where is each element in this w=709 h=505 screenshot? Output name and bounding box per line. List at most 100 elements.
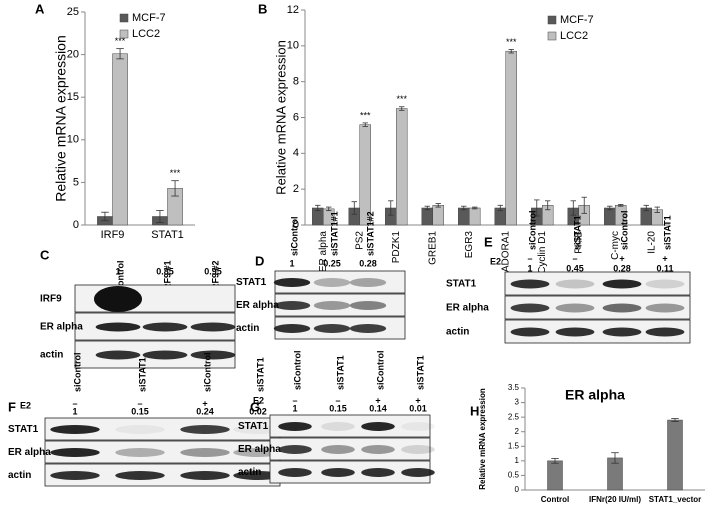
y-axis-label: Relative mRNA expression [478, 388, 487, 490]
row-label: ER alpha [238, 444, 281, 455]
lane-label: siControl [115, 261, 125, 301]
blot-band [645, 303, 685, 313]
ratio-label: 0.01 [409, 403, 427, 413]
error-bar [671, 418, 679, 422]
y-tick-label: 1.5 [508, 441, 520, 450]
significance-label: *** [506, 37, 517, 47]
ratio-label: 0.85 [156, 266, 174, 276]
y-tick-label: 25 [67, 6, 79, 18]
blot-band [361, 445, 395, 454]
blot-band [142, 350, 188, 360]
x-tick-label: GREB1 [427, 231, 438, 265]
error-bar [398, 106, 405, 111]
error-bar [570, 200, 577, 216]
ratio-label: 1 [72, 406, 77, 416]
blot-band [401, 422, 435, 431]
x-tick-label: IRF9 [101, 229, 125, 241]
ratio-label: 0.15 [329, 403, 347, 413]
x-tick-label: ADORA1 [500, 231, 511, 273]
row-label: IRF9 [40, 294, 62, 305]
panel-label: H [470, 403, 479, 418]
blot-band [602, 327, 642, 337]
y-tick-label: 6 [293, 111, 299, 123]
lane-label: siSTAT1 [255, 357, 265, 392]
blot-band [510, 327, 550, 337]
bar [359, 124, 371, 226]
legend-label: MCF-7 [560, 14, 594, 26]
ratio-label: 0.95 [204, 266, 222, 276]
lane-label: siSTAT1 [415, 355, 425, 390]
error-bar [607, 205, 613, 211]
blot-band [95, 322, 141, 332]
treatment-sign: – [572, 253, 577, 263]
error-bar [544, 200, 551, 211]
blot-band [401, 445, 435, 454]
x-tick-label: STAT1 [151, 229, 184, 241]
error-bar [581, 196, 587, 214]
blot-band [349, 301, 387, 310]
ratio-label: 0.28 [613, 263, 631, 273]
x-tick-label: IL-20 [646, 231, 657, 254]
row-label: STAT1 [446, 279, 477, 290]
bar [667, 419, 683, 491]
ratio-label: 0.25 [323, 258, 341, 268]
legend-label: LCC2 [132, 28, 160, 40]
x-tick-label: Control [541, 495, 569, 504]
blot-band [273, 301, 311, 310]
blot-band [50, 448, 100, 457]
blot-band [602, 303, 642, 313]
y-tick-label: 10 [287, 40, 299, 52]
treatment-sign: – [527, 253, 532, 263]
legend-swatch [547, 31, 557, 41]
blot-band [555, 279, 595, 289]
ratio-label: 0.02 [249, 406, 267, 416]
ratio-label: 1 [289, 258, 294, 268]
lane-label: siSTAT1#2 [365, 211, 375, 256]
blot-band [180, 448, 230, 457]
panel-label: G [250, 399, 260, 414]
blot-band [510, 303, 550, 313]
blot-band [401, 468, 435, 477]
blot-band [94, 286, 142, 312]
row-label: STAT1 [238, 421, 269, 432]
blot-band [180, 425, 230, 434]
lane-label: siControl [202, 353, 212, 393]
lane-label: siControl [289, 217, 299, 257]
blot-band [602, 279, 642, 289]
bar [112, 53, 128, 226]
blot-band [115, 448, 165, 457]
y-axis-label: Relative mRNA expression [53, 35, 69, 202]
y-tick-label: 3.5 [508, 383, 520, 392]
error-bar [471, 206, 478, 210]
bar [604, 207, 616, 226]
treatment-sign: + [255, 398, 260, 408]
blot-strip [269, 414, 431, 438]
error-bar [643, 204, 650, 212]
legend-swatch [119, 29, 129, 39]
treatment-sign: + [662, 253, 667, 263]
lane-label: siSTAT1 [137, 357, 147, 392]
y-axis-label: Relative mRNA expression [273, 40, 288, 195]
blot-strip [269, 437, 431, 461]
row-label: ER alpha [8, 447, 51, 458]
significance-label: *** [360, 110, 371, 120]
treatment-name: E2 [253, 395, 264, 405]
x-tick-label: PKIB [573, 231, 584, 254]
row-label: ER alpha [40, 322, 83, 333]
ratio-label: 0.45 [566, 263, 584, 273]
blot-band [273, 324, 311, 333]
bar [505, 50, 517, 226]
blot-band [349, 324, 387, 333]
y-tick-label: 2.5 [508, 412, 520, 421]
blot-band [180, 471, 230, 480]
error-bar [101, 211, 109, 222]
blot-band [313, 301, 351, 310]
x-tick-label: PDZK1 [391, 231, 402, 264]
row-label: STAT1 [236, 277, 267, 288]
panel-label: E [484, 234, 493, 249]
x-tick-label: Cyclin D1 [537, 231, 548, 274]
error-bar [156, 210, 164, 223]
panel-label: C [40, 247, 50, 262]
error-bar [424, 205, 431, 211]
panel-label: B [258, 1, 267, 16]
